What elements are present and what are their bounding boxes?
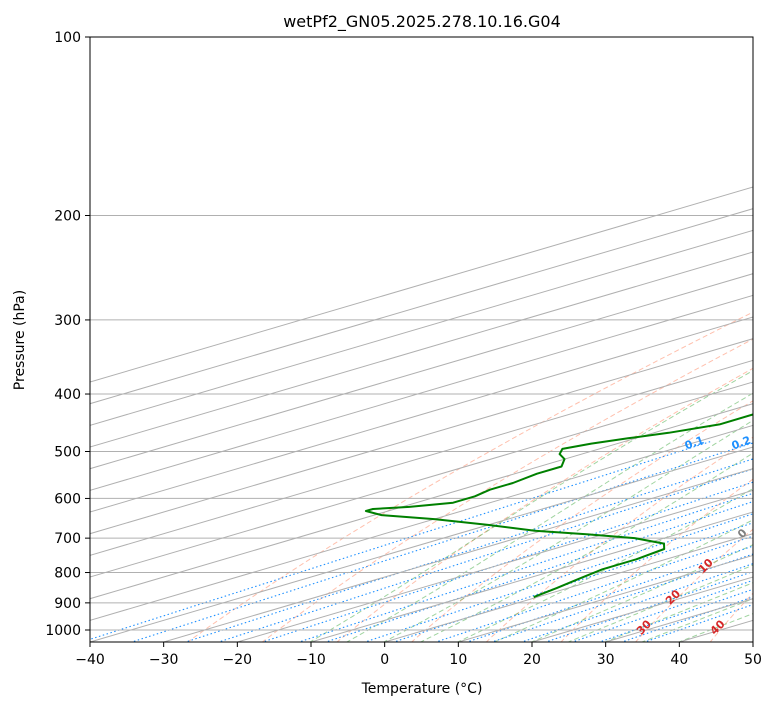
y-tick-label: 900	[54, 596, 81, 612]
y-tick-label: 500	[54, 444, 81, 460]
y-tick-label: 400	[54, 387, 81, 403]
plot-frame	[89, 36, 754, 643]
moist-adiabat-line	[382, 419, 753, 642]
plot-area: 0.10.20.40.611.52346810131620253036-100-…	[90, 37, 753, 642]
mixing-ratio-line	[183, 458, 753, 642]
isotherm-line	[90, 446, 753, 642]
mixing-ratio-line	[434, 535, 753, 642]
dry-adiabat-line	[336, 367, 753, 642]
isotherm-line	[90, 338, 753, 535]
mixing-ratio-label: 0.1	[683, 434, 706, 453]
mixing-ratio-line	[217, 468, 753, 642]
isotherm-line	[382, 533, 753, 642]
dry-adiabat-line	[560, 478, 753, 642]
x-tick-label: 20	[523, 652, 541, 668]
dry-adiabat-line	[261, 338, 753, 642]
x-tick-label: −20	[223, 652, 253, 668]
sounding-traces	[364, 413, 753, 599]
y-tick-label: 800	[54, 566, 81, 582]
isotherm-line	[90, 273, 753, 470]
y-tick-label: 100	[54, 30, 81, 46]
y-axis-ticks: 100 200 300 400 500 600 700 800 900 1000	[45, 30, 90, 639]
isotherm-line	[90, 186, 753, 383]
x-tick-label: 0	[380, 652, 389, 668]
pressure-gridlines	[90, 37, 753, 631]
moist-adiabat-line	[419, 452, 753, 642]
mixing-ratio-line	[90, 440, 713, 640]
x-tick-label: −30	[149, 652, 179, 668]
mixing-ratio-line	[324, 500, 753, 642]
isotherm-line	[90, 229, 753, 426]
y-axis-label: Pressure (hPa)	[12, 290, 28, 390]
isotherm-line	[235, 489, 753, 642]
isotherm-line	[90, 208, 753, 405]
mixing-ratio-label: 0.2	[730, 434, 753, 453]
y-tick-label: 200	[54, 209, 81, 225]
x-tick-label: 40	[670, 652, 688, 668]
y-tick-label: 1000	[45, 623, 81, 639]
dewpoint-trace	[364, 413, 753, 599]
isotherm-line	[90, 294, 753, 491]
isotherm-line	[161, 468, 753, 642]
isotherm-line	[90, 251, 753, 448]
x-axis-ticks: −40 −30 −20 −10 0 10 20 30 40 50	[75, 642, 762, 668]
isotherm-line	[90, 424, 753, 621]
x-tick-label: −10	[296, 652, 326, 668]
dry-adiabat-line	[186, 311, 753, 642]
y-tick-label: 600	[54, 491, 81, 507]
moist-adiabat-line	[603, 582, 753, 642]
y-tick-label: 300	[54, 313, 81, 329]
isotherm-line	[90, 381, 753, 578]
mixing-ratio-line	[490, 553, 753, 642]
moist-adiabat-line	[345, 392, 753, 642]
x-axis-label: Temperature (°C)	[361, 681, 483, 697]
x-tick-label: −40	[75, 652, 105, 668]
isotherm-line	[90, 316, 753, 513]
x-tick-label: 30	[597, 652, 615, 668]
moist-adiabat-line	[309, 370, 753, 642]
x-tick-label: 50	[744, 652, 762, 668]
x-tick-label: 10	[449, 652, 467, 668]
chart-title: wetPf2_GN05.2025.278.10.16.G04	[283, 12, 561, 32]
y-tick-label: 700	[54, 531, 81, 547]
isotherm-line	[90, 359, 753, 556]
isotherm-line	[90, 403, 753, 600]
mixing-ratio-line	[260, 481, 753, 642]
